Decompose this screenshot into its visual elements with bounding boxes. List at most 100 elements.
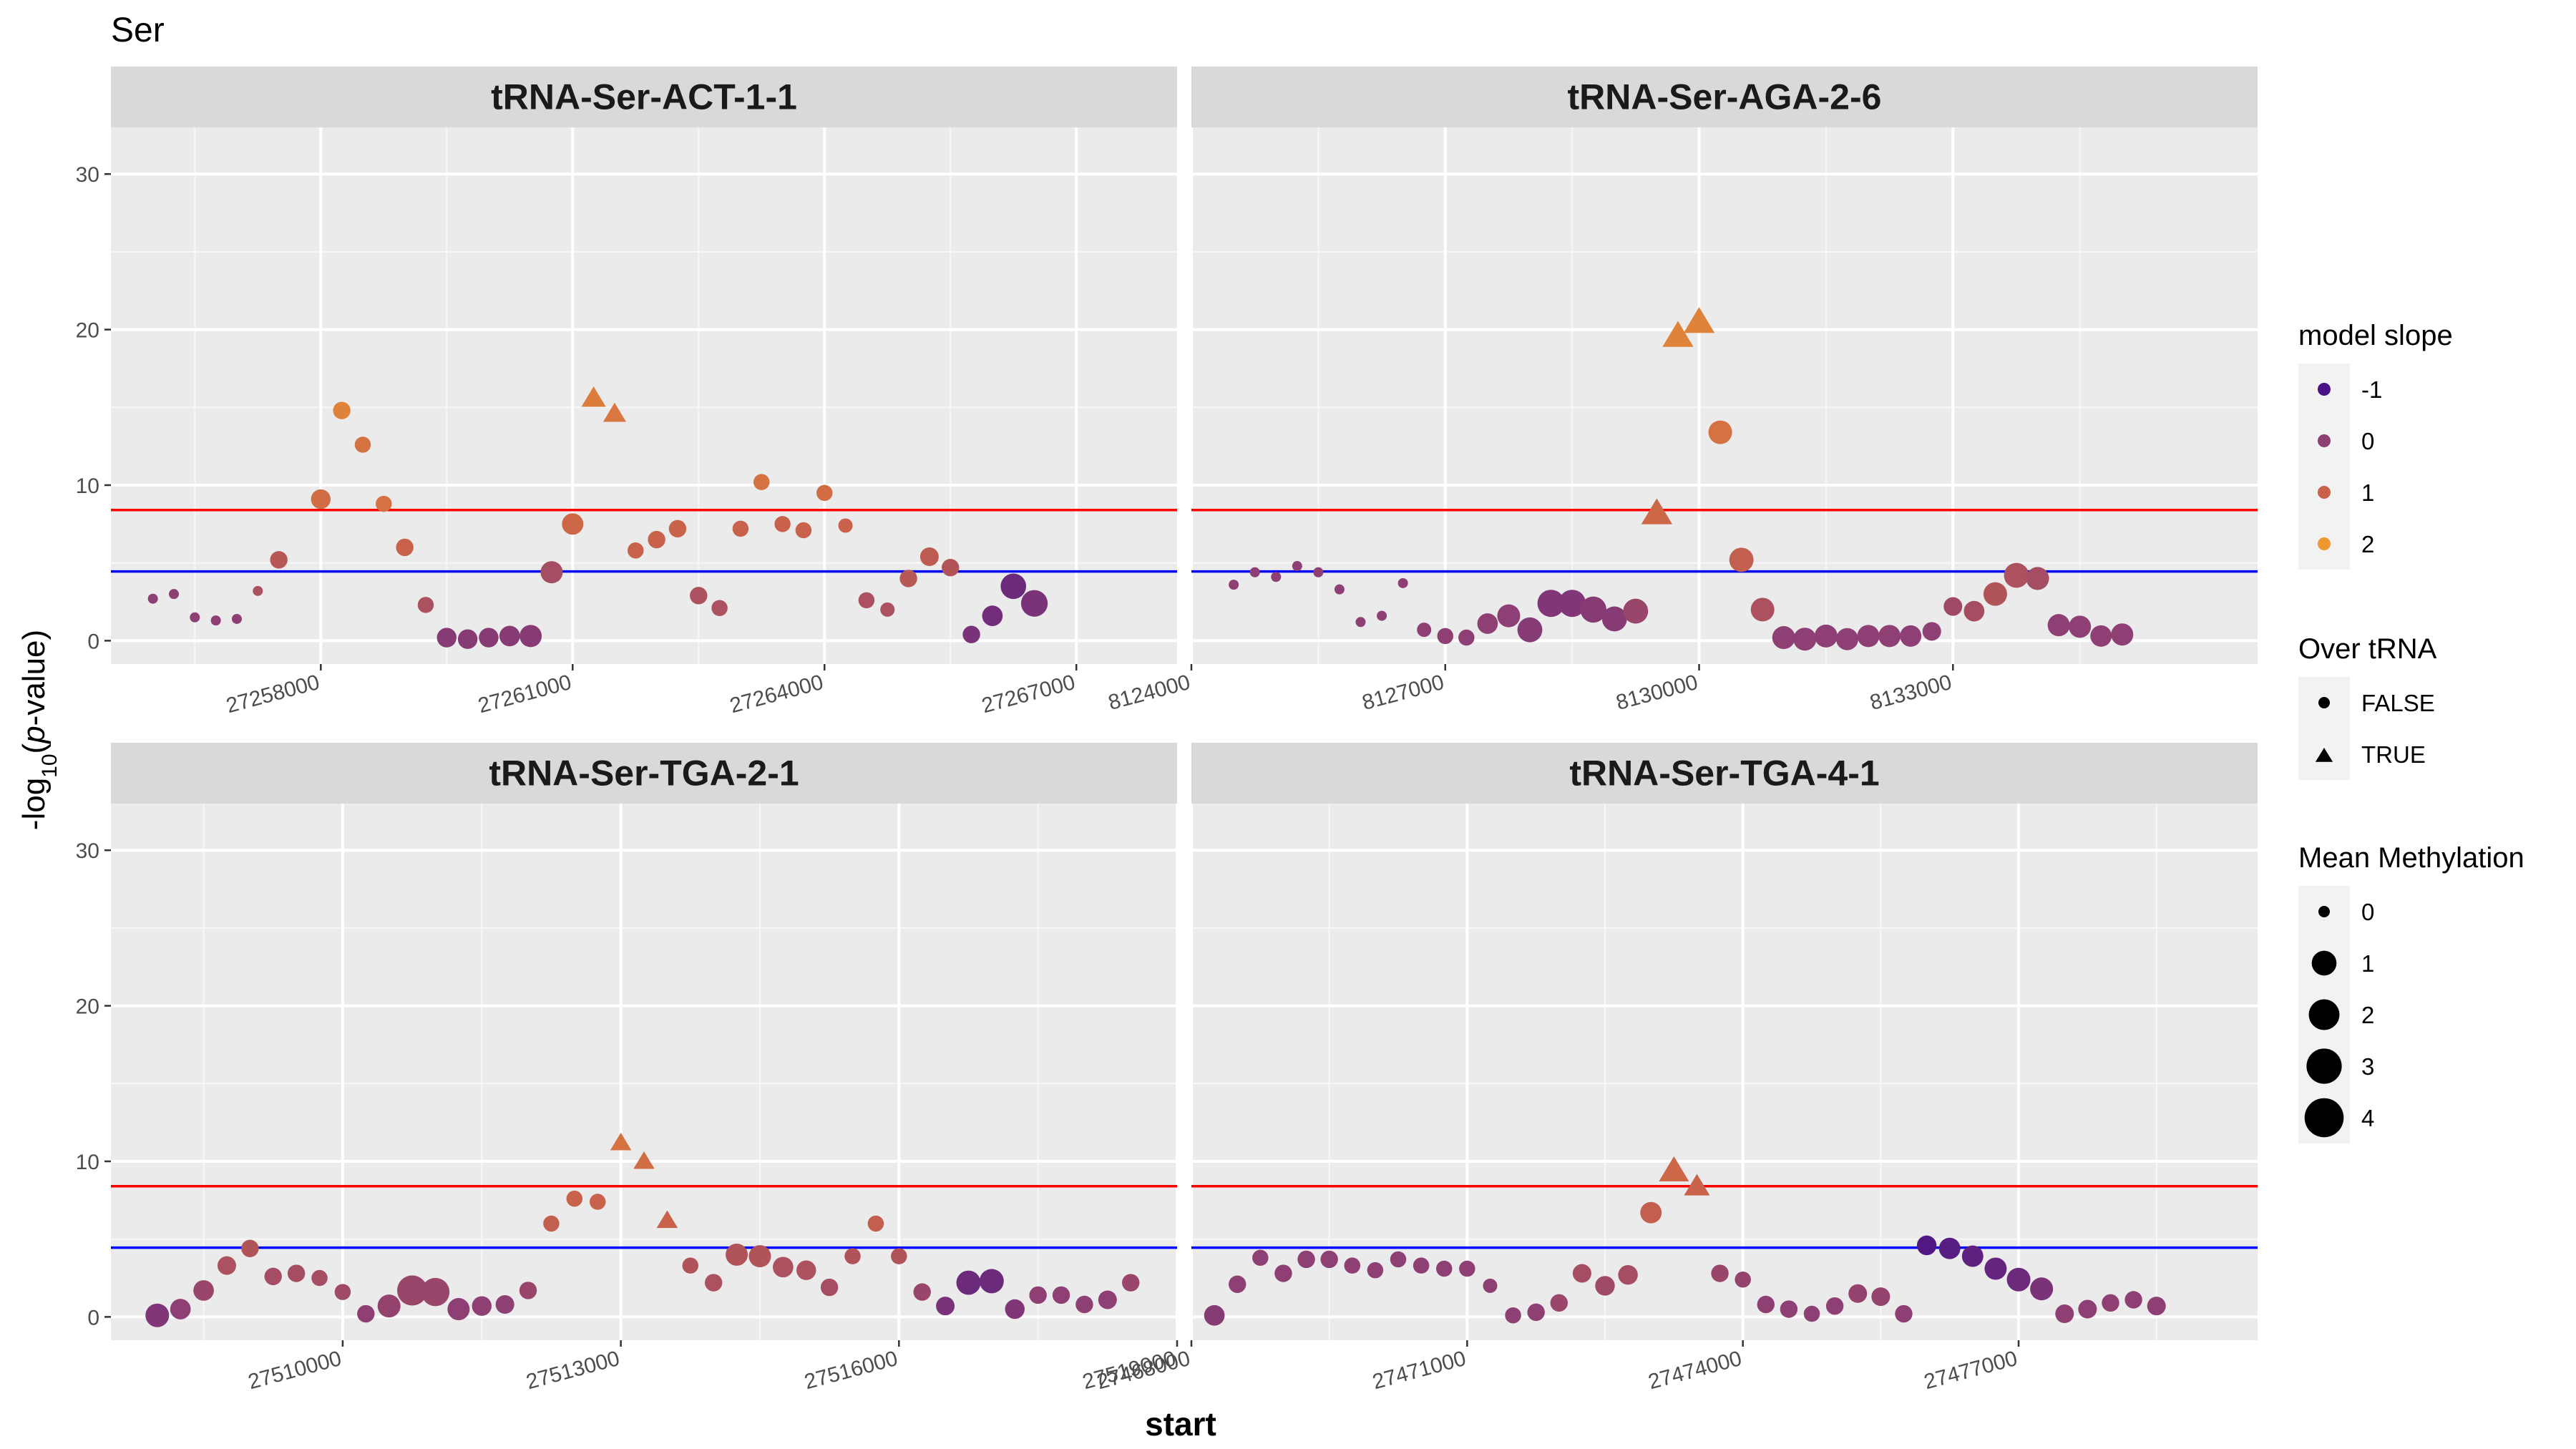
legend-label: 3: [2361, 1053, 2374, 1080]
legend-label: 1: [2361, 479, 2374, 506]
x-tick-label: 8130000: [1614, 670, 1700, 715]
data-point: [1780, 1300, 1798, 1318]
data-point: [543, 1215, 560, 1232]
data-point: [936, 1297, 955, 1316]
panel-strip: [111, 743, 1177, 804]
data-point: [1595, 1276, 1615, 1296]
data-point: [1390, 1251, 1407, 1268]
x-tick-label: 27471000: [1370, 1347, 1468, 1394]
data-point: [1618, 1264, 1638, 1285]
y-tick-label: 30: [76, 163, 99, 187]
data-point: [690, 587, 708, 605]
panel-3: tRNA-Ser-TGA-2-1 0 10 20 30 27510000 27513000 2…: [76, 743, 1179, 1394]
data-point: [311, 1269, 328, 1287]
data-point: [891, 1248, 907, 1264]
data-point-triangle: [1684, 1174, 1710, 1196]
data-point: [519, 625, 542, 648]
y-tick-label: 30: [76, 839, 99, 863]
data-point: [1916, 1235, 1937, 1256]
data-point: [1334, 584, 1345, 595]
data-point: [942, 559, 960, 577]
data-point: [1961, 1245, 1984, 1267]
data-point: [540, 561, 563, 584]
data-point: [1793, 628, 1817, 651]
x-tick-label: 27513000: [524, 1347, 622, 1394]
data-point: [1497, 604, 1521, 628]
data-point: [1297, 1250, 1315, 1269]
y-tick-label: 20: [76, 995, 99, 1019]
data-point: [566, 1190, 583, 1207]
data-point: [1320, 1250, 1338, 1269]
data-point: [1825, 1297, 1844, 1315]
data-point: [499, 625, 520, 647]
data-point: [2030, 1277, 2054, 1301]
panel-title: tRNA-Ser-AGA-2-6: [1568, 77, 1882, 117]
data-point: [913, 1283, 931, 1301]
data-point: [2069, 615, 2092, 638]
data-point: [562, 513, 584, 535]
data-point: [1459, 1260, 1475, 1277]
data-point: [1020, 590, 1048, 617]
data-point: [1367, 1262, 1384, 1279]
data-point: [2004, 562, 2029, 588]
data-point: [1922, 622, 1941, 641]
data-point: [2147, 1297, 2166, 1316]
data-point: [956, 1270, 981, 1295]
data-point: [264, 1267, 282, 1286]
data-point-triangle: [1659, 1156, 1689, 1182]
data-point: [1005, 1299, 1025, 1319]
data-point: [168, 589, 179, 600]
data-point: [1313, 567, 1324, 577]
data-point: [210, 615, 221, 626]
data-point: [1943, 597, 1963, 616]
legend-label: 0: [2361, 428, 2374, 454]
data-point: [682, 1257, 699, 1274]
legends: model slope -1 0 1 2 Over tRNA FALSE TRUE Mean M…: [2298, 320, 2524, 1143]
data-point: [772, 1257, 794, 1278]
data-point: [748, 1245, 771, 1268]
data-point: [1772, 626, 1795, 650]
legend-swatch-size: [2308, 999, 2340, 1030]
data-point: [1274, 1264, 1292, 1282]
legend-swatch: [2318, 383, 2331, 396]
data-point: [867, 1215, 884, 1232]
data-point: [1397, 577, 1408, 588]
data-point: [2047, 614, 2070, 637]
data-point: [1938, 1237, 1961, 1259]
data-point: [1355, 617, 1366, 628]
data-point: [241, 1239, 259, 1257]
legend-label: TRUE: [2361, 741, 2426, 768]
data-point-triangle: [1662, 321, 1694, 347]
data-point: [1075, 1295, 1093, 1314]
panel-strip: [1191, 743, 2258, 804]
data-point: [1229, 580, 1239, 590]
data-point: [231, 613, 242, 624]
y-tick-label: 0: [87, 1306, 99, 1330]
data-point: [628, 542, 644, 559]
data-point: [1029, 1286, 1047, 1304]
data-point: [479, 628, 499, 648]
y-tick-label: 10: [76, 1151, 99, 1174]
data-point: [1413, 1257, 1430, 1274]
data-point: [2006, 1267, 2031, 1292]
panel-strip: [1191, 67, 2258, 127]
data-point: [334, 1284, 351, 1300]
data-point-triangle: [581, 386, 606, 407]
panel-background: [1191, 127, 2258, 664]
data-point: [519, 1282, 537, 1299]
data-point: [726, 1243, 748, 1266]
data-point: [1857, 625, 1880, 648]
data-point: [193, 1280, 214, 1301]
data-point: [1711, 1264, 1729, 1282]
legend-label: 0: [2361, 899, 2374, 925]
data-point: [1963, 600, 1985, 622]
panel-title: tRNA-Ser-ACT-1-1: [491, 77, 797, 117]
legend-label: FALSE: [2361, 690, 2435, 716]
data-point: [1983, 582, 2007, 606]
data-point: [982, 605, 1003, 626]
data-point: [147, 593, 158, 604]
data-point: [1895, 1304, 1913, 1323]
panel-2: tRNA-Ser-AGA-2-6 8124000 8127000 8130000 813…: [1106, 67, 2258, 715]
data-point: [447, 1298, 470, 1321]
